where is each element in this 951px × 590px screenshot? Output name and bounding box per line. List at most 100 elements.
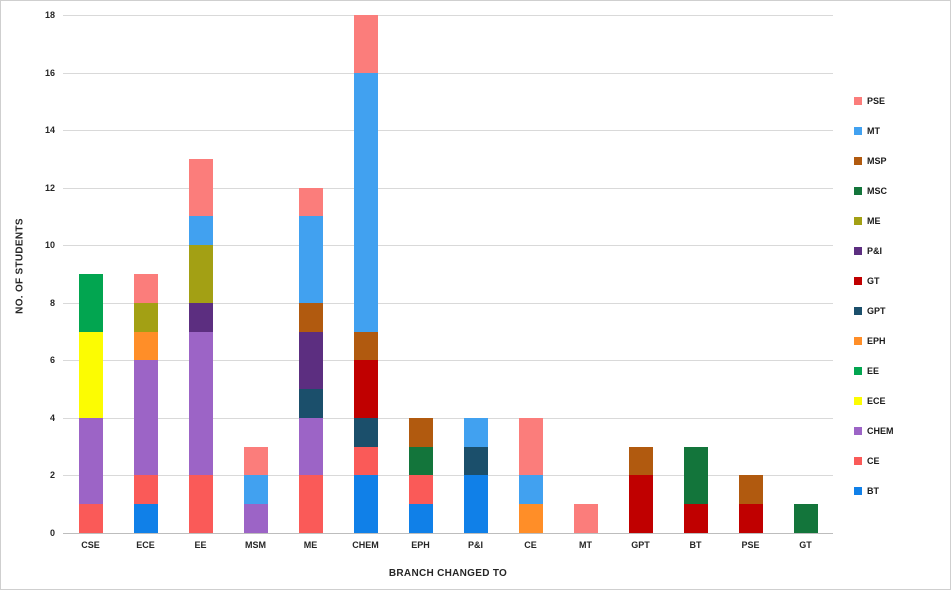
bar-segment-ECE-ME bbox=[133, 302, 158, 332]
legend-label: EE bbox=[867, 366, 880, 376]
bar-segment-CE-MT bbox=[518, 475, 543, 505]
legend-item-GT: GT bbox=[854, 276, 894, 286]
legend-label: ECE bbox=[867, 396, 886, 406]
bar-segment-GPT-MSP bbox=[628, 446, 653, 476]
bar-segment-ME-P&I bbox=[298, 331, 323, 390]
x-category-label: MT bbox=[579, 540, 592, 550]
bar-segment-BT-GT bbox=[683, 504, 708, 533]
bar-segment-EE-MT bbox=[188, 216, 213, 246]
legend-swatch-icon bbox=[854, 157, 862, 165]
legend-label: MSP bbox=[867, 156, 887, 166]
y-tick-label: 0 bbox=[49, 528, 55, 538]
legend-item-MT: MT bbox=[854, 126, 894, 136]
bar-segment-CHEM-BT bbox=[353, 475, 378, 533]
legend-item-GPT: GPT bbox=[854, 306, 894, 316]
x-category-label: EE bbox=[194, 540, 207, 550]
bar-segment-ME-GPT bbox=[298, 389, 323, 418]
legend-item-PSE: PSE bbox=[854, 96, 894, 106]
bar-segment-CHEM-GT bbox=[353, 360, 378, 418]
bar-segment-ECE-CE bbox=[133, 475, 158, 505]
x-category-label: ECE bbox=[136, 540, 155, 550]
bar-segment-CHEM-MSP bbox=[353, 331, 378, 361]
bar-segment-P&I-GPT bbox=[463, 446, 488, 476]
y-tick-label: 14 bbox=[44, 125, 55, 136]
bar-segment-CSE-CE bbox=[78, 504, 103, 533]
legend-label: CE bbox=[867, 456, 880, 466]
legend-swatch-icon bbox=[854, 337, 862, 345]
bar-segment-CHEM-CE bbox=[353, 446, 378, 476]
bar-segment-EE-ME bbox=[188, 245, 213, 303]
bar-segment-CHEM-PSE bbox=[353, 15, 378, 73]
bar-segment-ME-MT bbox=[298, 216, 323, 303]
bar-segment-ME-CE bbox=[298, 475, 323, 533]
legend-label: BT bbox=[867, 486, 879, 496]
gridline bbox=[63, 15, 833, 16]
legend-label: GPT bbox=[867, 306, 886, 316]
y-tick-label: 18 bbox=[44, 10, 55, 20]
legend-item-BT: BT bbox=[854, 486, 894, 496]
x-category-label: P&I bbox=[467, 540, 483, 550]
legend-swatch-icon bbox=[854, 247, 862, 255]
legend-item-MSC: MSC bbox=[854, 186, 894, 196]
bar-segment-EPH-MSC bbox=[408, 446, 433, 476]
legend-item-CHEM: CHEM bbox=[854, 426, 894, 436]
x-category-label: CSE bbox=[81, 540, 100, 550]
bar-segment-P&I-BT bbox=[463, 475, 488, 533]
y-tick-label: 8 bbox=[49, 297, 55, 308]
legend-label: GT bbox=[867, 276, 880, 286]
bar-segment-PSE-GT bbox=[738, 504, 763, 533]
legend-swatch-icon bbox=[854, 457, 862, 465]
legend-swatch-icon bbox=[854, 277, 862, 285]
x-category-label: BT bbox=[689, 540, 702, 550]
gridline bbox=[63, 475, 833, 477]
bar-segment-GPT-GT bbox=[628, 475, 653, 533]
y-tick-label: 4 bbox=[49, 412, 55, 423]
bar-segment-CHEM-GPT bbox=[353, 417, 378, 447]
gridline bbox=[63, 360, 833, 362]
legend-label: PSE bbox=[867, 96, 886, 106]
legend-label: ME bbox=[867, 216, 881, 226]
legend-swatch-icon bbox=[854, 307, 862, 315]
legend-label: MT bbox=[867, 126, 880, 136]
bar-segment-CE-EPH bbox=[518, 504, 543, 533]
legend-swatch-icon bbox=[854, 397, 862, 405]
bar-segment-EPH-CE bbox=[408, 475, 433, 505]
x-category-label: CHEM bbox=[352, 540, 379, 550]
bar-segment-CSE-EE bbox=[78, 274, 103, 332]
gridline bbox=[63, 302, 833, 304]
gridline bbox=[63, 245, 833, 247]
bar-segment-EE-CHEM bbox=[188, 331, 213, 476]
gridline bbox=[63, 72, 833, 74]
bar-segment-MSM-CHEM bbox=[243, 504, 268, 533]
plot-area bbox=[63, 15, 833, 534]
x-category-label: MSM bbox=[245, 540, 266, 550]
legend-swatch-icon bbox=[854, 427, 862, 435]
bar-segment-EPH-MSP bbox=[408, 417, 433, 447]
gridline bbox=[63, 130, 833, 132]
legend-swatch-icon bbox=[854, 97, 862, 105]
bar-segment-ECE-EPH bbox=[133, 331, 158, 361]
bar-segment-MT-PSE bbox=[573, 504, 598, 533]
legend-item-MSP: MSP bbox=[854, 156, 894, 166]
bar-segment-MSM-MT bbox=[243, 475, 268, 505]
legend-item-P&I: P&I bbox=[854, 246, 894, 256]
bar-segment-ME-PSE bbox=[298, 187, 323, 217]
bar-segment-CSE-CHEM bbox=[78, 417, 103, 505]
gridline bbox=[63, 417, 833, 419]
bar-segment-PSE-MSP bbox=[738, 475, 763, 505]
legend-item-EE: EE bbox=[854, 366, 894, 376]
legend-label: P&I bbox=[867, 246, 883, 256]
y-tick-label: 6 bbox=[49, 355, 55, 366]
bar-segment-EE-PSE bbox=[188, 158, 213, 217]
bar-segment-EE-CE bbox=[188, 475, 213, 533]
x-category-label: PSE bbox=[741, 540, 760, 550]
bar-segment-MSM-PSE bbox=[243, 446, 268, 476]
x-axis-line bbox=[63, 533, 833, 534]
x-category-label: GPT bbox=[631, 540, 650, 550]
bar-segment-CSE-ECE bbox=[78, 331, 103, 418]
bar-segment-CHEM-MT bbox=[353, 72, 378, 332]
bar-segment-GT-MSC bbox=[793, 504, 818, 533]
legend-label: CHEM bbox=[867, 426, 894, 436]
bar-segment-ME-MSP bbox=[298, 302, 323, 332]
legend-item-CE: CE bbox=[854, 456, 894, 466]
